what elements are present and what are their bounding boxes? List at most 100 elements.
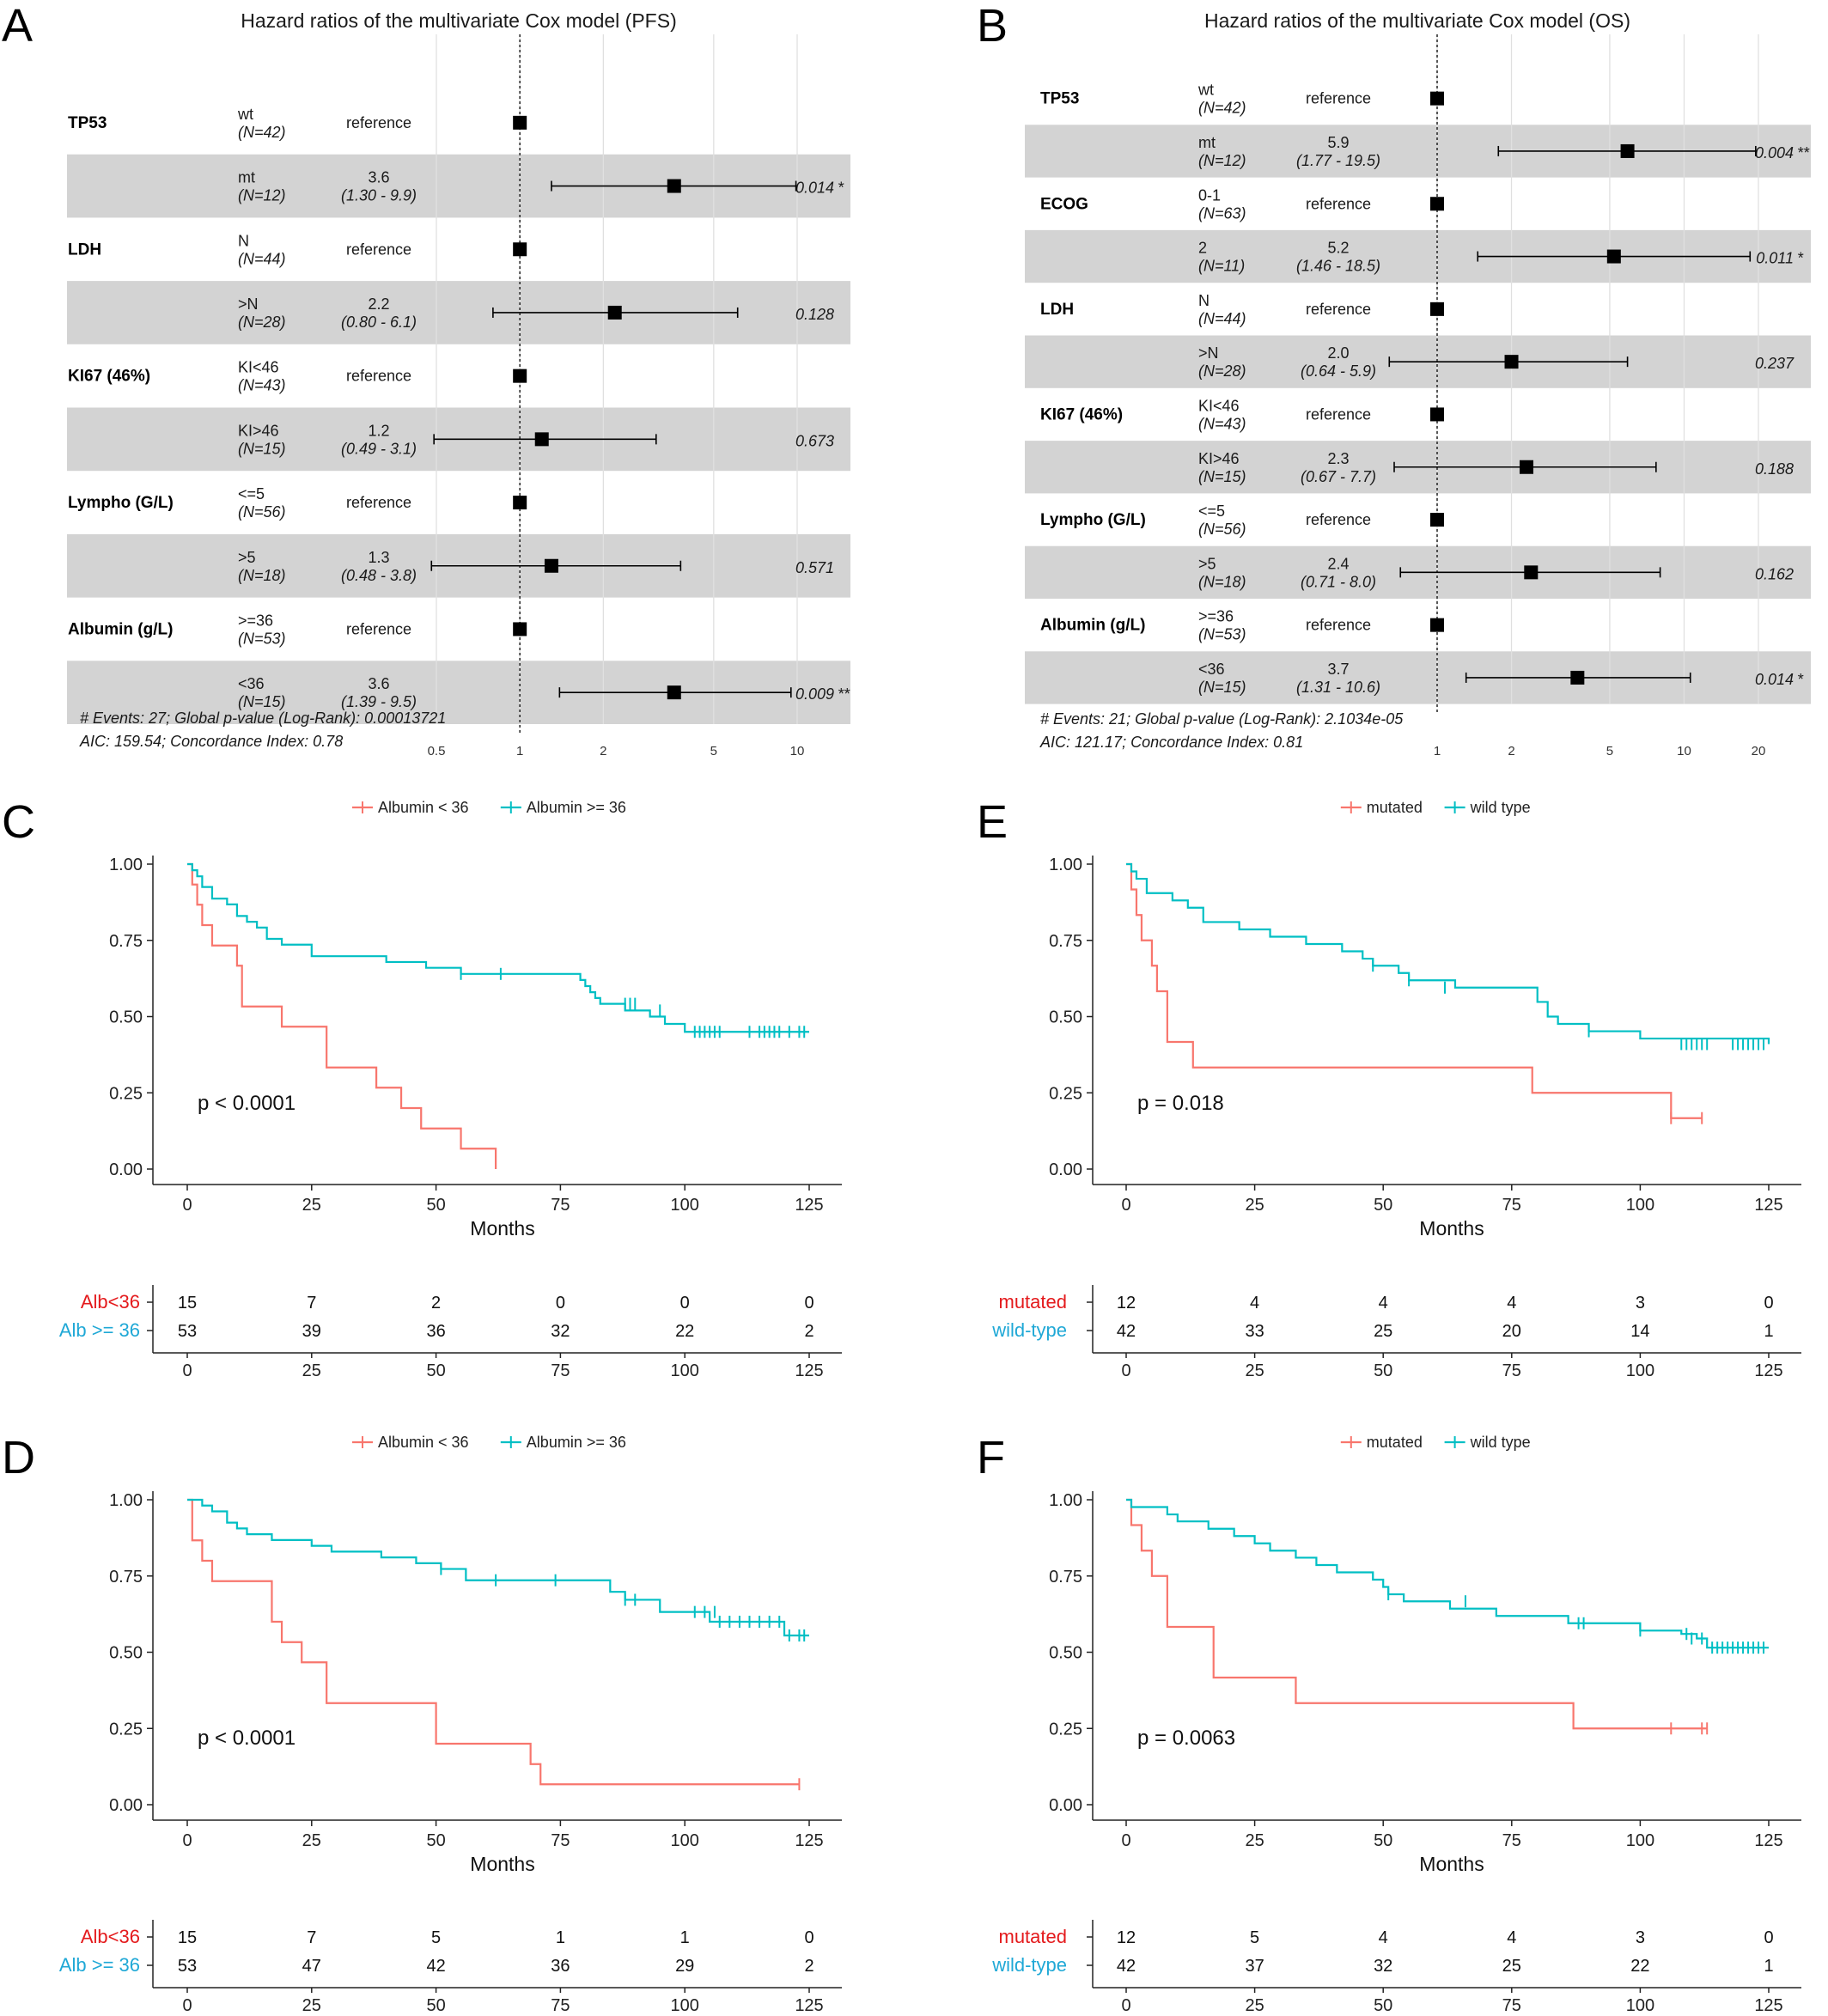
forest-hr-marker xyxy=(1519,460,1533,474)
risk-table-group-label: mutated xyxy=(999,1291,1068,1313)
forest-p-value: 0.162 xyxy=(1755,565,1794,582)
risk-table-count: 47 xyxy=(302,1957,321,1976)
km-legend-label: mutated xyxy=(1367,1434,1423,1451)
forest-level-label: <=5 xyxy=(238,485,265,502)
risk-table-count: 1 xyxy=(1764,1322,1773,1341)
forest-hr-marker xyxy=(1430,407,1444,422)
forest-significance-stars: * xyxy=(1797,250,1804,267)
risk-table-count: 7 xyxy=(307,1928,316,1947)
forest-variable-label: Lympho (G/L) xyxy=(68,494,174,512)
risk-table-count: 42 xyxy=(1117,1957,1136,1976)
forest-level-label: N xyxy=(238,232,249,249)
forest-plot-b: Hazard ratios of the multivariate Cox mo… xyxy=(1025,9,1811,758)
forest-ci-text: (1.39 - 9.5) xyxy=(341,693,417,710)
forest-p-value: 0.188 xyxy=(1755,460,1794,478)
forest-n-label: (N=15) xyxy=(1198,679,1246,696)
risk-table-x-tick-label: 25 xyxy=(302,1996,321,2015)
forest-significance-stars: * xyxy=(838,180,844,197)
risk-table-count: 2 xyxy=(431,1294,441,1313)
forest-level-label: mt xyxy=(1198,134,1216,151)
forest-n-label: (N=11) xyxy=(1198,258,1245,275)
forest-reference-text: reference xyxy=(1306,511,1371,528)
panel-label-f: F xyxy=(977,1432,1005,1483)
km-legend: mutated wild type xyxy=(1340,799,1531,816)
risk-table-count: 42 xyxy=(426,1957,445,1976)
km-y-tick-label: 0.00 xyxy=(1049,1160,1082,1179)
forest-hr-text: 2.2 xyxy=(368,295,389,313)
forest-level-label: >=36 xyxy=(1198,608,1234,625)
km-y-tick-label: 0.00 xyxy=(109,1160,143,1179)
km-y-tick-label: 0.75 xyxy=(1049,1568,1082,1587)
risk-table-count: 1 xyxy=(680,1928,690,1947)
forest-n-label: (N=15) xyxy=(238,693,286,710)
forest-reference-text: reference xyxy=(1306,405,1371,423)
km-y-tick-label: 1.00 xyxy=(109,856,143,874)
risk-table-x-tick-label: 100 xyxy=(671,1996,699,2015)
risk-table-count: 4 xyxy=(1507,1928,1516,1947)
km-legend: Albumin < 36 Albumin >= 36 xyxy=(352,1434,626,1451)
km-legend: mutated wild type xyxy=(1340,1434,1531,1451)
forest-hr-marker xyxy=(1620,143,1635,158)
risk-table-count: 1 xyxy=(1764,1957,1773,1976)
forest-significance-stars: ** xyxy=(1797,144,1810,161)
forest-ci-text: (0.49 - 3.1) xyxy=(341,440,417,457)
forest-hr-text: 3.6 xyxy=(368,675,389,692)
forest-x-tick-label: 2 xyxy=(600,744,606,758)
forest-level-label: <36 xyxy=(1198,661,1225,678)
risk-table-count: 12 xyxy=(1117,1294,1136,1313)
forest-hr-text: 3.6 xyxy=(368,169,389,186)
forest-hr-marker xyxy=(513,242,527,257)
forest-n-label: (N=28) xyxy=(238,314,286,331)
risk-table-count: 36 xyxy=(426,1322,445,1341)
risk-table-x-tick-label: 75 xyxy=(1502,1996,1521,2015)
km-x-axis-label: Months xyxy=(1419,1217,1484,1239)
km-legend-label: mutated xyxy=(1367,799,1423,816)
forest-n-label: (N=63) xyxy=(1198,204,1246,222)
forest-x-tick-label: 10 xyxy=(790,744,805,758)
risk-table-count: 32 xyxy=(1374,1957,1392,1976)
forest-p-value: 0.011 xyxy=(1756,250,1794,267)
forest-hr-marker xyxy=(1524,565,1539,580)
forest-ci-text: (0.80 - 6.1) xyxy=(341,314,417,331)
risk-table-count: 42 xyxy=(1117,1322,1136,1341)
forest-level-label: >5 xyxy=(238,549,256,566)
risk-table-count: 14 xyxy=(1630,1322,1649,1341)
km-x-tick-label: 0 xyxy=(1121,1196,1130,1215)
risk-table-count: 32 xyxy=(551,1322,570,1341)
forest-level-label: 0-1 xyxy=(1198,186,1221,204)
forest-hr-marker xyxy=(1430,301,1444,316)
risk-table-count: 3 xyxy=(1636,1928,1645,1947)
risk-table-count: 0 xyxy=(1764,1294,1773,1313)
risk-table-x-tick-label: 125 xyxy=(1754,1361,1782,1380)
forest-reference-text: reference xyxy=(1306,195,1371,212)
forest-p-value: 0.004 xyxy=(1755,144,1794,161)
forest-hr-marker xyxy=(534,432,549,447)
risk-table-x-tick-label: 125 xyxy=(795,1361,823,1380)
panel-label-a: A xyxy=(2,0,33,52)
km-y-tick-label: 0.50 xyxy=(1049,1008,1082,1027)
forest-variable-label: TP53 xyxy=(68,114,107,132)
risk-table-x-tick-label: 125 xyxy=(795,1996,823,2015)
forest-n-label: (N=44) xyxy=(238,250,286,267)
forest-variable-label: KI67 (46%) xyxy=(68,368,150,386)
risk-table-count: 36 xyxy=(551,1957,570,1976)
km-y-tick-label: 1.00 xyxy=(1049,1491,1082,1510)
km-x-tick-label: 0 xyxy=(182,1831,192,1850)
forest-hr-marker xyxy=(1570,670,1585,685)
risk-table-count: 2 xyxy=(804,1957,813,1976)
forest-n-label: (N=12) xyxy=(238,187,286,204)
km-x-tick-label: 50 xyxy=(1374,1196,1392,1215)
forest-level-label: mt xyxy=(238,169,255,186)
forest-level-label: 2 xyxy=(1198,240,1207,257)
forest-level-label: <36 xyxy=(238,675,265,692)
forest-reference-text: reference xyxy=(346,620,411,637)
km-x-tick-label: 50 xyxy=(426,1196,445,1215)
risk-table-count: 25 xyxy=(1374,1322,1392,1341)
km-x-tick-label: 75 xyxy=(1502,1831,1521,1850)
forest-hr-marker xyxy=(1606,249,1621,264)
forest-x-tick-label: 2 xyxy=(1508,744,1514,758)
forest-footer-text: # Events: 27; Global p-value (Log-Rank):… xyxy=(80,710,446,727)
risk-table-group-label: wild-type xyxy=(991,1954,1067,1976)
forest-variable-label: Albumin (g/L) xyxy=(68,620,173,638)
risk-table-group-label: Alb >= 36 xyxy=(59,1319,140,1341)
